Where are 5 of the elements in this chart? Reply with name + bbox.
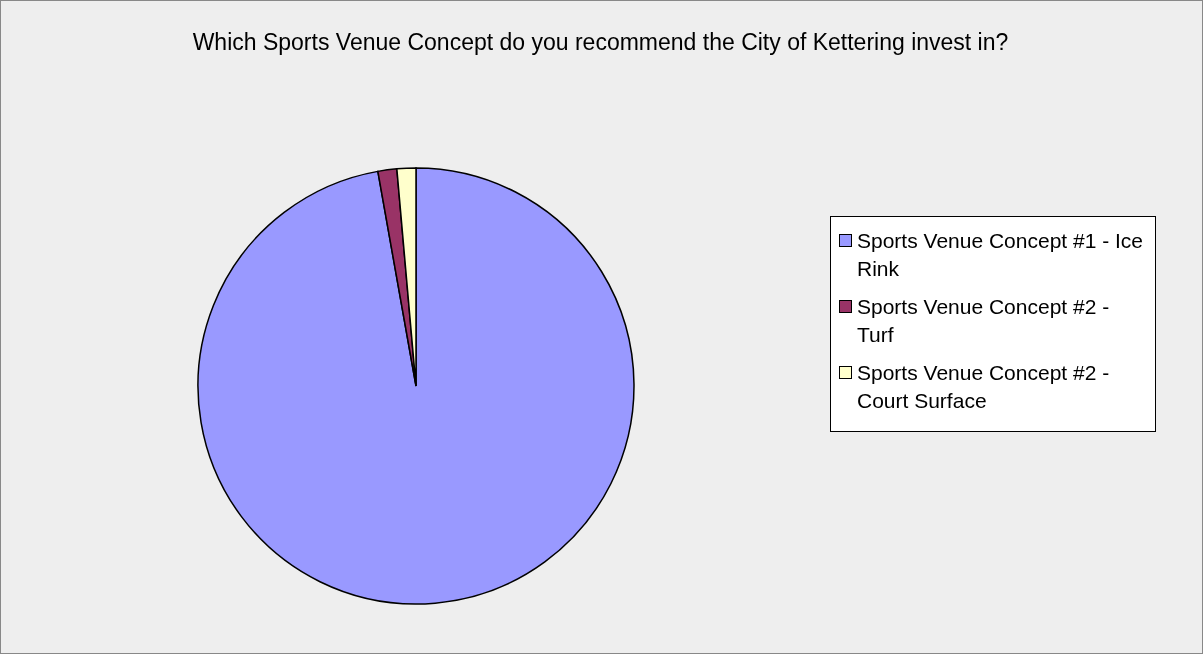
legend-label: Sports Venue Concept #2 - Turf	[857, 294, 1111, 348]
legend-label: Sports Venue Concept #1 - Ice Rink	[857, 228, 1144, 282]
legend-label: Sports Venue Concept #2 - Court Surface	[857, 360, 1111, 414]
chart-title: Which Sports Venue Concept do you recommend the City of Kettering invest in?	[192, 29, 1009, 55]
pie-slice	[197, 167, 635, 605]
